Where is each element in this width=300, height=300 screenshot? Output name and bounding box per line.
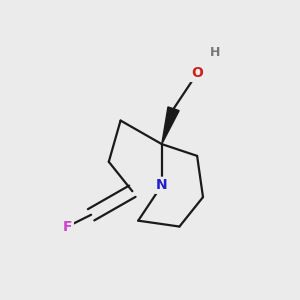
- Text: O: O: [191, 66, 203, 80]
- Text: H: H: [210, 46, 220, 59]
- Polygon shape: [162, 107, 179, 144]
- Text: N: N: [156, 178, 168, 192]
- Text: F: F: [63, 220, 72, 234]
